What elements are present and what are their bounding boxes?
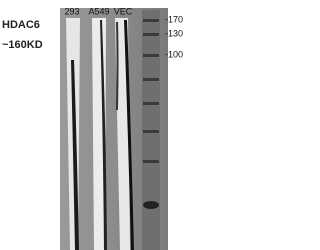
lane-streak <box>100 20 107 250</box>
lane-label: 293 <box>64 6 79 16</box>
marker-label: -100 <box>165 49 183 59</box>
protein-label: HDAC6 <box>2 19 40 31</box>
marker-label: -130 <box>165 28 183 38</box>
lane-streak <box>124 20 134 250</box>
page: HDAC6 ~160KD 293 A549 VEC -170 -130 -100… <box>2 6 184 250</box>
size-label: ~160KD <box>2 39 43 51</box>
lane-label: VEC <box>114 6 133 16</box>
ladder-bands <box>143 19 159 209</box>
western-blot: HDAC6 ~160KD 293 A549 VEC -170 -130 -100 <box>2 6 184 250</box>
lane-streak <box>116 22 119 110</box>
marker-label: -170 <box>165 14 183 24</box>
lane-streak <box>71 60 79 250</box>
lane-label: A549 <box>88 6 109 16</box>
